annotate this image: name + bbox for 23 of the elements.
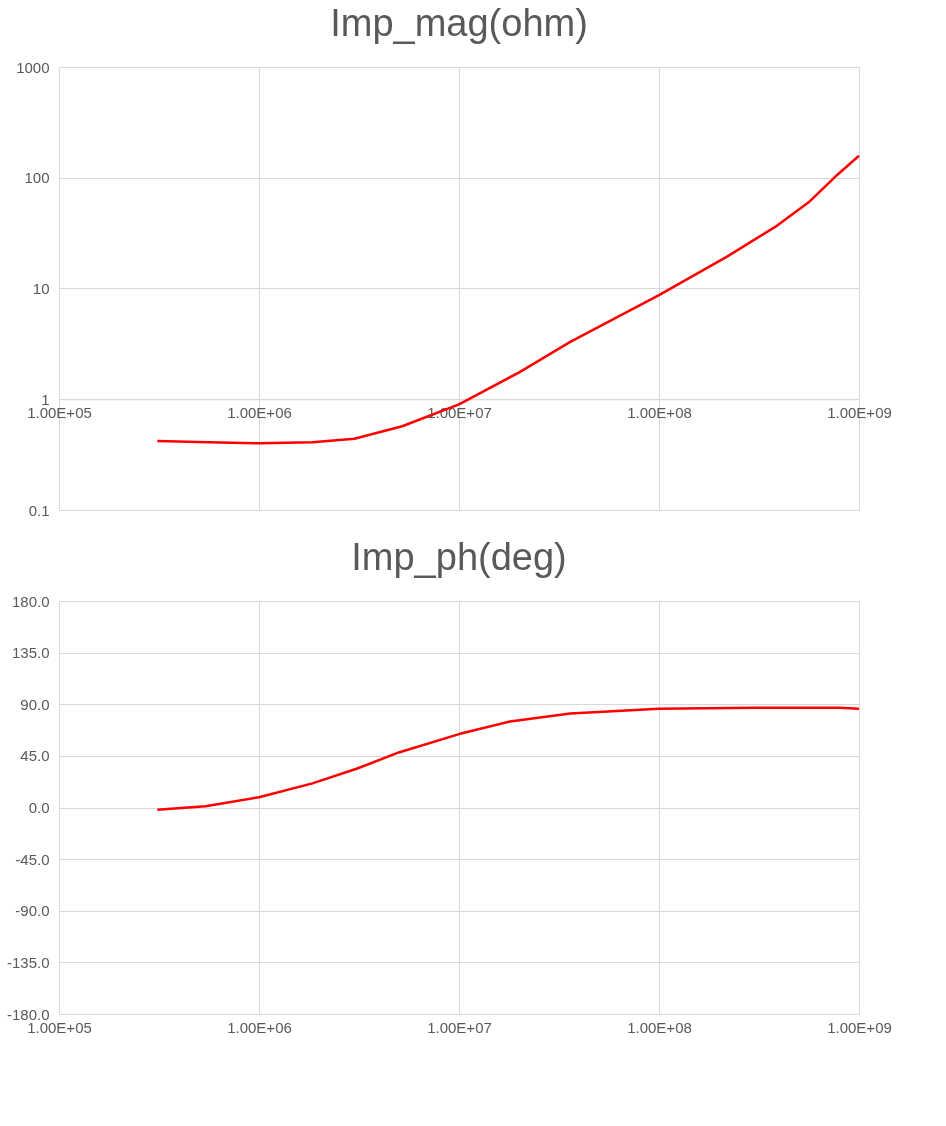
chart-title: Imp_mag(ohm) [330, 2, 588, 44]
y-tick-label: 45.0 [20, 747, 50, 765]
chart-title: Imp_ph(deg) [351, 536, 567, 578]
x-tick-label: 1.00E+06 [227, 1018, 292, 1036]
y-tick-label: 0.1 [28, 501, 50, 519]
x-tick-label: 1.00E+08 [627, 1018, 692, 1036]
y-tick-label: 180.0 [11, 592, 50, 610]
x-tick-label: 1.00E+08 [627, 403, 692, 421]
y-tick-label: 1000 [16, 58, 50, 76]
y-tick-label: 0.0 [28, 799, 50, 816]
x-tick-label: 1.00E+09 [827, 1018, 892, 1036]
y-tick-label: 100 [24, 169, 50, 187]
x-tick-label: 1.00E+06 [227, 403, 292, 421]
y-tick-label: 90.0 [20, 695, 50, 713]
x-tick-label: 1.00E+07 [427, 1018, 492, 1036]
x-tick-label: 1.00E+09 [827, 403, 892, 421]
y-tick-label: 135.0 [11, 644, 50, 662]
y-tick-label: -135.0 [6, 953, 50, 971]
y-tick-label: -90.0 [15, 902, 50, 920]
y-tick-label: 10 [32, 280, 50, 297]
y-tick-label: -45.0 [15, 850, 50, 868]
y-tick-label: -180.0 [6, 1005, 50, 1023]
y-tick-label: 1 [41, 390, 50, 408]
